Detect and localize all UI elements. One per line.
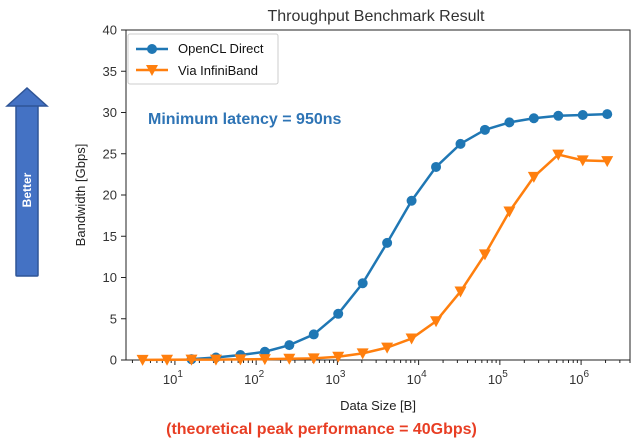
x-tick-label: 104 xyxy=(407,369,427,387)
y-tick-label: 40 xyxy=(103,23,117,38)
chart-canvas: Better Throughput Benchmark Result 05101… xyxy=(5,8,631,413)
data-point xyxy=(504,117,515,128)
legend: OpenCL Direct Via InfiniBand xyxy=(127,33,279,85)
y-tick-label: 25 xyxy=(103,146,117,161)
series-opencl-direct xyxy=(186,109,613,365)
data-point xyxy=(209,354,222,366)
data-point xyxy=(454,286,467,298)
x-axis-title: Data Size [B] xyxy=(340,398,416,413)
data-point xyxy=(406,195,417,206)
legend-box xyxy=(127,33,279,85)
data-point xyxy=(503,206,516,218)
data-point xyxy=(431,161,442,172)
legend-marker-opencl xyxy=(147,44,157,54)
better-arrow-label: Better xyxy=(20,172,34,207)
data-point xyxy=(479,124,490,135)
data-point xyxy=(527,171,540,183)
data-point xyxy=(136,354,149,366)
data-point xyxy=(356,348,369,360)
y-tick-label: 5 xyxy=(110,311,117,326)
series-layer xyxy=(136,109,614,366)
data-point xyxy=(284,340,295,351)
data-point xyxy=(528,113,539,124)
y-tick-label: 10 xyxy=(103,270,117,285)
legend-label-opencl: OpenCL Direct xyxy=(178,41,264,56)
legend-label-infiniband: Via InfiniBand xyxy=(178,63,258,78)
y-tick-label: 35 xyxy=(103,64,117,79)
y-tick-label: 20 xyxy=(103,188,117,203)
x-axis: 101 102 103 104 105 106 xyxy=(131,360,631,387)
data-point xyxy=(478,249,491,261)
x-tick-label: 103 xyxy=(325,369,345,387)
data-point xyxy=(430,316,443,328)
y-axis: 0 5 10 15 20 25 30 35 40 xyxy=(103,23,126,368)
data-point xyxy=(602,109,613,120)
data-point xyxy=(553,110,564,121)
data-point xyxy=(601,156,614,168)
data-point xyxy=(308,329,319,340)
series-line xyxy=(191,112,608,361)
data-point xyxy=(357,278,368,289)
better-arrow-head xyxy=(5,86,49,107)
y-tick-label: 15 xyxy=(103,229,117,244)
data-point xyxy=(577,109,588,120)
series-line xyxy=(142,153,608,362)
peak-performance-note: (theoretical peak performance = 40Gbps) xyxy=(166,421,477,438)
data-point xyxy=(552,149,565,161)
latency-annotation: Minimum latency = 950ns xyxy=(148,111,342,128)
x-tick-label: 106 xyxy=(569,369,589,387)
data-point xyxy=(576,155,589,167)
better-arrow: Better xyxy=(5,86,49,277)
data-point xyxy=(381,342,394,354)
y-axis-title: Bandwidth [Gbps] xyxy=(73,144,88,247)
data-point xyxy=(234,354,247,366)
y-tick-label: 30 xyxy=(103,105,117,120)
series-via-infiniband xyxy=(136,149,614,366)
x-tick-label: 101 xyxy=(163,369,183,387)
data-point xyxy=(283,353,296,365)
y-tick-label: 0 xyxy=(110,353,117,368)
x-tick-label: 102 xyxy=(244,369,264,387)
data-point xyxy=(258,354,271,366)
x-tick-label: 105 xyxy=(488,369,508,387)
data-point xyxy=(161,354,174,366)
data-point xyxy=(405,333,418,345)
data-point xyxy=(332,351,345,363)
data-point xyxy=(307,353,320,365)
chart-title: Throughput Benchmark Result xyxy=(268,8,486,25)
data-point xyxy=(455,138,466,149)
legend-marker-infiniband xyxy=(146,65,158,76)
data-point xyxy=(333,308,344,319)
data-point xyxy=(382,237,393,248)
data-point xyxy=(185,354,198,366)
